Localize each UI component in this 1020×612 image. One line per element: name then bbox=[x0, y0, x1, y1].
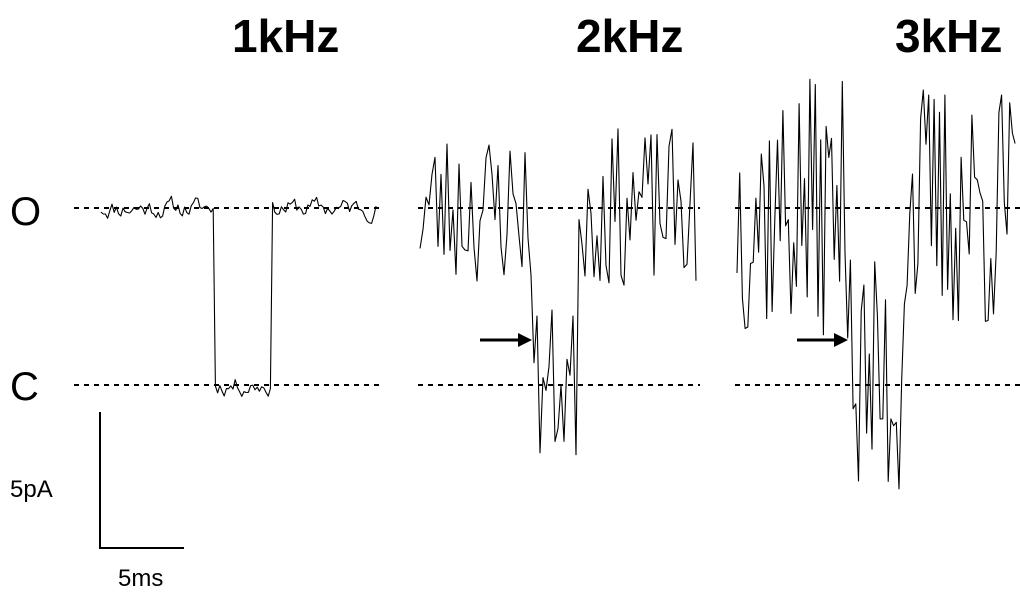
current-trace-2khz bbox=[419, 128, 697, 456]
scale-bar bbox=[99, 412, 184, 549]
open-state-label: O bbox=[10, 190, 41, 234]
closed-state-label: C bbox=[10, 365, 39, 409]
title-1khz: 1kHz bbox=[232, 10, 339, 62]
transition-arrow-2khz bbox=[480, 333, 532, 347]
time-scale-label: 5ms bbox=[118, 565, 163, 592]
title-3khz: 3kHz bbox=[895, 10, 1002, 62]
transition-arrow-3khz bbox=[797, 333, 848, 347]
current-trace-3khz bbox=[736, 78, 1016, 490]
current-trace-1khz bbox=[100, 195, 377, 397]
title-2khz: 2kHz bbox=[576, 10, 683, 62]
current-scale-label: 5pA bbox=[10, 476, 53, 503]
